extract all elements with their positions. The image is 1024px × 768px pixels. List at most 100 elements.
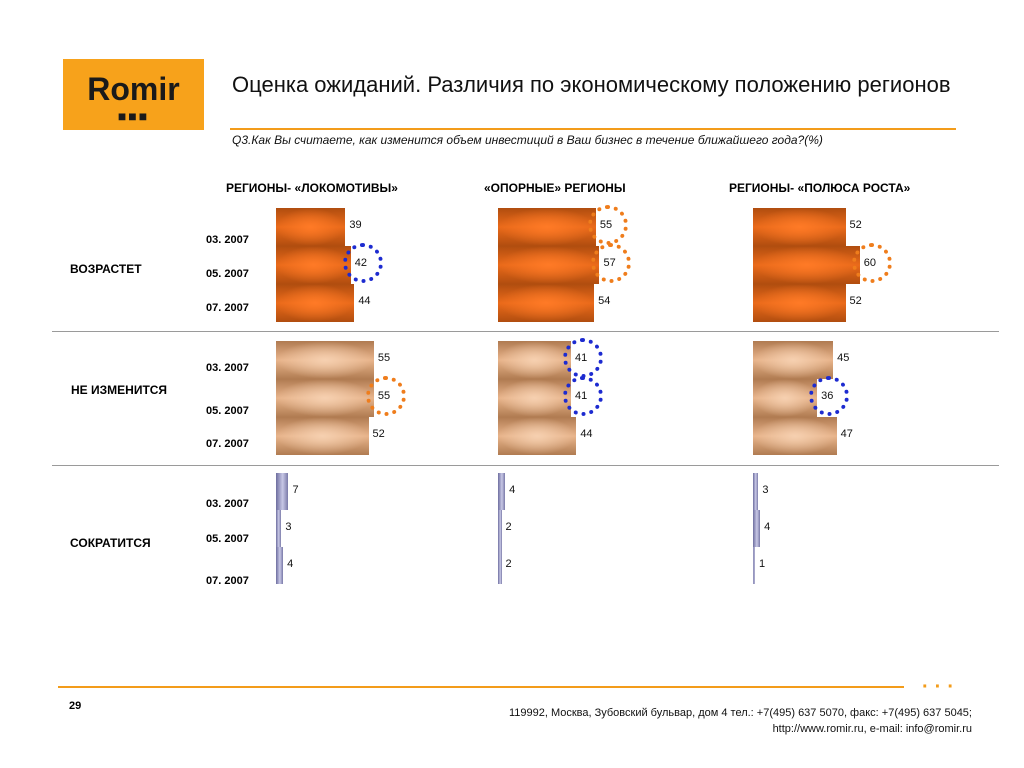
bar <box>276 473 289 510</box>
bar <box>753 417 837 455</box>
highlight-circle <box>365 376 406 416</box>
bar-shading <box>753 417 837 455</box>
data-label: 54 <box>598 295 611 307</box>
highlight-circle <box>562 376 603 416</box>
bar <box>276 547 284 584</box>
footer-contacts: 119992, Москва, Зубовский бульвар, дом 4… <box>509 705 972 737</box>
bar <box>498 208 596 246</box>
bar <box>753 341 834 379</box>
data-label: 45 <box>837 352 850 364</box>
period-label: 05. 2007 <box>206 405 249 417</box>
bar-shading <box>498 246 600 284</box>
bar <box>753 510 761 547</box>
group-separator <box>52 465 999 466</box>
period-label: 05. 2007 <box>206 533 249 545</box>
bar <box>498 341 571 379</box>
bar <box>753 246 860 284</box>
period-label: 03. 2007 <box>206 362 249 374</box>
period-label: 07. 2007 <box>206 302 249 314</box>
bar <box>276 417 369 455</box>
bar <box>498 246 600 284</box>
bar-shading <box>276 208 346 246</box>
bar-shading <box>753 246 860 284</box>
group-label-increase: ВОЗРАСТЕТ <box>70 262 142 276</box>
bar-shading <box>498 379 571 417</box>
period-label: 03. 2007 <box>206 498 249 510</box>
highlight-circle <box>809 376 850 416</box>
bar <box>276 284 355 322</box>
bar-shading <box>276 417 369 455</box>
bar-shading <box>753 341 834 379</box>
data-label: 44 <box>358 295 371 307</box>
data-label: 55 <box>377 352 391 364</box>
highlight-circle <box>591 243 632 283</box>
footer-web: http://www.romir.ru, e-mail: info@romir.… <box>772 723 972 735</box>
data-label: 52 <box>849 295 862 307</box>
bar <box>498 417 577 455</box>
bar-shading <box>498 208 596 246</box>
bar-shading <box>753 284 846 322</box>
bar-shading <box>276 284 355 322</box>
data-label: 2 <box>505 521 512 533</box>
logo-text: Romir <box>87 71 180 107</box>
footer-dots: ··· <box>922 676 960 698</box>
period-label: 05. 2007 <box>206 268 249 280</box>
logo-dots: ■■■ <box>117 108 150 124</box>
highlight-circle <box>587 205 628 245</box>
bar <box>276 341 374 379</box>
data-label: 4 <box>509 484 516 496</box>
data-label: 39 <box>349 219 362 231</box>
data-label: 4 <box>287 558 294 570</box>
bar-shading <box>276 246 351 284</box>
bar <box>498 379 571 417</box>
bar <box>276 510 282 547</box>
bar <box>753 547 755 584</box>
bar <box>276 379 374 417</box>
bar-shading <box>276 341 374 379</box>
period-label: 07. 2007 <box>206 575 249 587</box>
footer-divider <box>58 686 904 688</box>
bar <box>276 246 351 284</box>
footer-address: 119992, Москва, Зубовский бульвар, дом 4… <box>508 707 972 719</box>
data-label: 44 <box>580 428 593 440</box>
bar <box>498 510 502 547</box>
group-label-decrease: СОКРАТИТСЯ <box>70 536 151 550</box>
bar <box>753 208 846 246</box>
data-label: 1 <box>759 558 766 570</box>
bar <box>276 208 346 246</box>
bar <box>753 379 818 417</box>
group-separator <box>52 331 999 332</box>
bar-shading <box>753 379 818 417</box>
data-label: 4 <box>764 521 771 533</box>
data-label: 2 <box>505 558 512 570</box>
data-label: 7 <box>292 484 299 496</box>
period-label: 03. 2007 <box>206 234 249 246</box>
data-label: 47 <box>840 428 853 440</box>
group-label-no-change: НЕ ИЗМЕНИТСЯ <box>71 383 168 397</box>
data-label: 3 <box>285 521 292 533</box>
column-header-growth-poles: РЕГИОНЫ- «ПОЛЮСА РОСТА» <box>729 181 911 195</box>
highlight-circle <box>562 338 603 378</box>
highlight-circle <box>851 243 892 283</box>
bar-shading <box>498 341 571 379</box>
bar-shading <box>276 379 374 417</box>
highlight-circle <box>342 243 383 283</box>
bar-shading <box>498 417 577 455</box>
data-label: 3 <box>762 484 769 496</box>
romir-logo: Romir ■■■ <box>63 59 204 130</box>
data-label: 52 <box>372 428 385 440</box>
bar-shading <box>498 284 595 322</box>
page-number: 29 <box>69 700 82 712</box>
bar-shading <box>753 208 846 246</box>
bar <box>498 547 502 584</box>
page-title: Оценка ожиданий. Различия по экономическ… <box>232 72 951 97</box>
bar <box>753 473 759 510</box>
data-label: 52 <box>849 219 862 231</box>
bar <box>498 473 506 510</box>
period-label: 07. 2007 <box>206 438 249 450</box>
title-divider <box>230 128 956 130</box>
question-text: Q3.Как Вы считаете, как изменится объем … <box>232 133 823 147</box>
bar <box>498 284 595 322</box>
column-header-core-regions: «ОПОРНЫЕ» РЕГИОНЫ <box>484 181 626 195</box>
bar <box>753 284 846 322</box>
